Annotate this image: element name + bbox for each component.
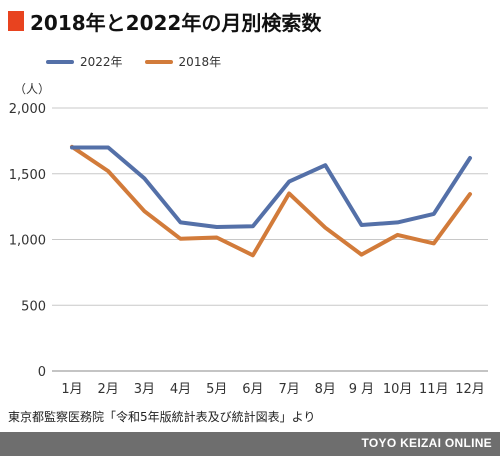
- x-tick-label: 1月: [61, 382, 82, 397]
- legend-label-2022: 2022年: [80, 55, 123, 69]
- series-line-2022: [70, 145, 472, 229]
- y-tick-label: 1,500: [9, 168, 46, 183]
- footer-brand: TOYO KEIZAI ONLINE: [361, 436, 492, 450]
- series-line-2018: [70, 144, 472, 258]
- x-tick-label: 6月: [242, 382, 263, 397]
- x-tick-label: 3月: [134, 382, 155, 397]
- legend-swatch-2018: [144, 59, 173, 64]
- source-note: 東京都監察医務院「令和5年版統計表及び統計図表」より: [8, 410, 316, 424]
- legend-item-2022: 2022年: [46, 53, 123, 70]
- x-tick-label: 2月: [98, 382, 119, 397]
- legend-item-2018: 2018年: [144, 53, 222, 70]
- y-axis-unit-label: （人）: [14, 82, 51, 96]
- legend-swatch-2022: [46, 59, 74, 64]
- chart-title: 2018年と2022年の月別検索数: [30, 10, 322, 35]
- y-tick-label: 500: [21, 299, 46, 314]
- title-marker: [8, 11, 24, 31]
- title-bar: 2018年と2022年の月別検索数: [0, 4, 321, 38]
- x-tick-label: 8月: [315, 382, 336, 397]
- x-tick-label: 12月: [455, 382, 485, 397]
- legend-label-2018: 2018年: [178, 55, 222, 69]
- y-tick-label: 1,000: [9, 234, 46, 249]
- y-tick-label: 0: [38, 365, 46, 380]
- x-tick-label: 4月: [170, 382, 191, 397]
- legend: 2022年 2018年: [46, 53, 243, 70]
- line-chart: 0 500 1,000 1,500 2,000 1月 2月 3月 4月 5月 6月 7月 8月 9 月 10…: [9, 102, 488, 397]
- y-tick-label: 2,000: [9, 102, 46, 117]
- x-tick-label: 9 月: [349, 382, 374, 397]
- x-tick-label: 5月: [206, 382, 227, 397]
- footer-bar: TOYO KEIZAI ONLINE: [0, 432, 500, 456]
- x-tick-label: 11月: [419, 382, 449, 397]
- x-tick-label: 10月: [383, 382, 413, 397]
- x-tick-label: 7月: [278, 382, 299, 397]
